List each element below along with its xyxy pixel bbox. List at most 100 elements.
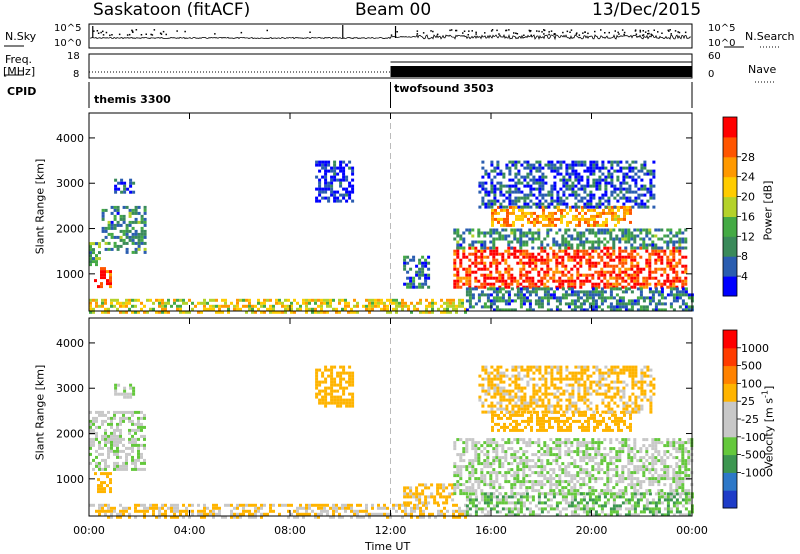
data-cell	[477, 456, 481, 460]
data-cell	[631, 178, 635, 182]
data-cell	[453, 252, 457, 256]
data-cell	[576, 465, 580, 469]
data-cell	[639, 267, 643, 271]
data-cell	[109, 487, 112, 491]
data-cell	[618, 447, 622, 451]
data-cell	[89, 263, 92, 267]
data-cell	[404, 509, 407, 513]
data-cell	[290, 512, 293, 516]
data-cell	[339, 386, 343, 390]
data-cell	[134, 229, 138, 233]
data-cell	[368, 512, 371, 516]
data-cell	[538, 160, 542, 164]
data-cell	[418, 285, 422, 289]
data-cell	[128, 223, 132, 227]
noise-search-dot	[475, 31, 477, 34]
data-cell	[345, 190, 349, 194]
data-cell	[612, 474, 616, 478]
data-cell	[424, 258, 428, 262]
data-cell	[107, 241, 111, 245]
data-cell	[657, 450, 661, 454]
data-cell	[89, 245, 92, 249]
data-cell	[327, 392, 331, 396]
data-cell	[642, 462, 646, 466]
data-cell	[299, 506, 302, 510]
data-cell	[119, 244, 123, 248]
data-cell	[675, 462, 679, 466]
data-cell	[567, 255, 571, 259]
data-cell	[544, 392, 548, 396]
data-cell	[131, 419, 134, 423]
data-cell	[440, 298, 443, 302]
data-cell	[321, 190, 325, 194]
data-cell	[687, 453, 691, 457]
data-cell	[459, 465, 463, 469]
data-cell	[552, 441, 556, 445]
data-cell	[324, 404, 328, 408]
data-cell	[481, 404, 485, 408]
data-cell	[585, 483, 589, 487]
data-cell	[242, 298, 245, 302]
data-cell	[528, 459, 532, 463]
data-cell	[582, 480, 586, 484]
data-cell	[499, 389, 503, 393]
data-cell	[538, 377, 542, 381]
data-cell	[517, 172, 521, 176]
data-cell	[672, 243, 676, 247]
data-cell	[660, 462, 664, 466]
data-cell	[492, 483, 496, 487]
data-cell	[113, 226, 117, 230]
data-cell	[584, 220, 587, 224]
data-cell	[134, 250, 138, 254]
data-cell	[618, 477, 622, 481]
data-cell	[507, 234, 511, 238]
data-cell	[327, 169, 331, 173]
data-cell	[537, 285, 541, 289]
data-cell	[514, 392, 518, 396]
data-cell	[501, 465, 505, 469]
data-cell	[585, 474, 589, 478]
data-cell	[314, 298, 317, 302]
data-cell	[335, 503, 338, 507]
data-cell	[570, 450, 574, 454]
data-cell	[486, 483, 490, 487]
data-cell	[633, 299, 637, 303]
data-cell	[509, 428, 512, 432]
data-cell	[639, 287, 643, 291]
data-cell	[581, 428, 584, 432]
data-cell	[348, 392, 352, 396]
data-cell	[517, 407, 521, 411]
data-cell	[351, 377, 355, 381]
data-cell	[191, 503, 194, 507]
data-cell	[494, 413, 497, 417]
data-cell	[320, 310, 323, 314]
data-cell	[330, 169, 334, 173]
data-cell	[630, 279, 634, 283]
data-cell	[594, 299, 598, 303]
data-cell	[578, 211, 581, 215]
data-cell	[631, 205, 635, 209]
data-cell	[123, 190, 127, 194]
data-cell	[389, 515, 392, 519]
data-cell	[533, 217, 536, 221]
data-cell	[95, 257, 98, 261]
data-cell	[516, 474, 520, 478]
data-cell	[324, 169, 328, 173]
data-cell	[520, 398, 524, 402]
data-cell	[584, 425, 587, 429]
data-cell	[483, 261, 487, 265]
data-cell	[119, 223, 123, 227]
data-cell	[544, 199, 548, 203]
data-cell	[134, 410, 137, 414]
noise-search-dot	[416, 33, 419, 35]
data-cell	[173, 509, 176, 513]
data-cell	[523, 392, 527, 396]
data-cell	[643, 205, 647, 209]
noise-search-dot	[562, 31, 564, 34]
data-cell	[630, 234, 634, 238]
data-cell	[554, 211, 557, 215]
data-cell	[588, 267, 592, 271]
data-cell	[573, 450, 577, 454]
data-cell	[401, 298, 404, 302]
data-cell	[507, 282, 511, 286]
